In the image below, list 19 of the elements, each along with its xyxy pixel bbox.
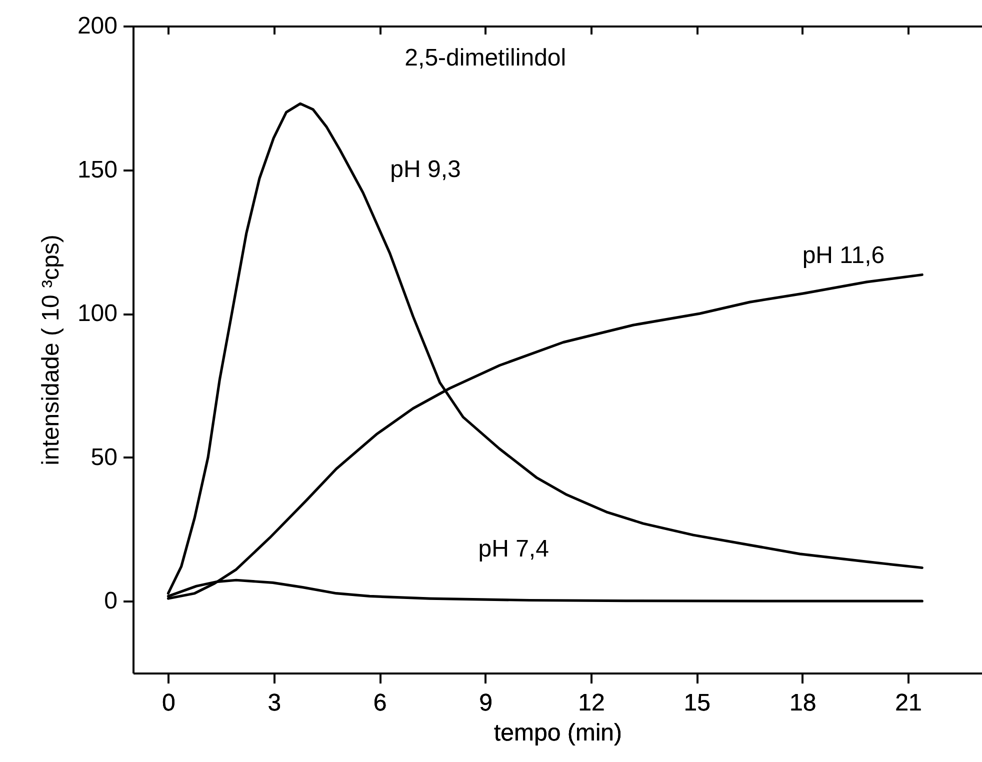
series-label: pH 9,3 xyxy=(390,156,461,183)
x-axis-title: tempo (min) xyxy=(494,720,622,746)
y-tick-label: 0 xyxy=(104,588,118,615)
y-tick-label: 100 xyxy=(77,300,118,328)
series-label: pH 7,4 xyxy=(478,535,549,562)
y-tick-label: 50 xyxy=(90,444,118,471)
y-tick-label: 200 xyxy=(77,12,118,40)
x-tick-label: 9 xyxy=(479,690,492,716)
x-tick-label: 3 xyxy=(268,690,282,716)
y-tick-label: 150 xyxy=(77,156,118,184)
x-tick-label: 15 xyxy=(684,690,711,716)
x-tick-label: 0 xyxy=(162,690,176,716)
x-tick-label: 18 xyxy=(789,690,816,716)
x-tick-label: 21 xyxy=(895,690,922,716)
text: 2,5-dimetilindol xyxy=(404,44,566,72)
x-tick-label: 6 xyxy=(373,690,387,716)
series-label: pH 11,6 xyxy=(802,242,885,270)
y-axis-title: intensidade ( 10 ³cps) xyxy=(37,234,64,466)
x-tick-label: 12 xyxy=(578,690,605,716)
